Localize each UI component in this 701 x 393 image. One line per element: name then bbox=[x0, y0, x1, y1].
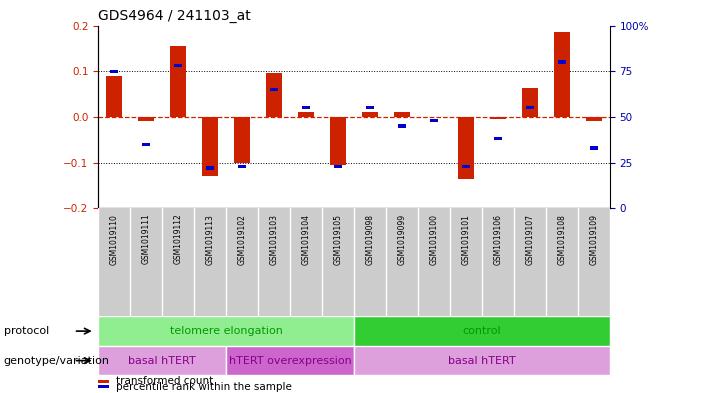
Text: GSM1019106: GSM1019106 bbox=[494, 214, 503, 265]
Bar bbox=[526, 106, 534, 109]
Bar bbox=[490, 117, 506, 119]
Text: GSM1019107: GSM1019107 bbox=[526, 214, 534, 265]
Text: percentile rank within the sample: percentile rank within the sample bbox=[116, 382, 292, 391]
Bar bbox=[226, 346, 354, 375]
Bar bbox=[590, 146, 598, 150]
Bar bbox=[554, 32, 570, 117]
Text: GSM1019103: GSM1019103 bbox=[270, 214, 278, 265]
Bar bbox=[202, 117, 218, 176]
Text: hTERT overexpression: hTERT overexpression bbox=[229, 356, 351, 365]
Text: protocol: protocol bbox=[4, 326, 49, 336]
Bar bbox=[110, 70, 118, 73]
Text: GDS4964 / 241103_at: GDS4964 / 241103_at bbox=[98, 9, 251, 23]
Text: GSM1019102: GSM1019102 bbox=[238, 214, 247, 264]
Bar bbox=[334, 165, 342, 168]
Bar bbox=[362, 112, 378, 117]
Bar bbox=[238, 165, 246, 168]
Bar bbox=[330, 117, 346, 165]
Bar bbox=[206, 167, 214, 170]
Bar bbox=[398, 125, 406, 128]
Bar bbox=[462, 165, 470, 168]
Bar bbox=[174, 64, 182, 67]
Text: GSM1019098: GSM1019098 bbox=[365, 214, 374, 265]
Text: GSM1019099: GSM1019099 bbox=[397, 214, 407, 265]
Text: basal hTERT: basal hTERT bbox=[448, 356, 516, 365]
Text: transformed count: transformed count bbox=[116, 376, 213, 386]
Bar bbox=[270, 88, 278, 91]
Bar bbox=[394, 112, 410, 117]
Text: GSM1019105: GSM1019105 bbox=[334, 214, 343, 265]
Bar bbox=[558, 61, 566, 64]
Text: control: control bbox=[463, 326, 501, 336]
Bar bbox=[458, 117, 474, 178]
Bar bbox=[494, 137, 502, 140]
Bar bbox=[522, 88, 538, 117]
Bar bbox=[302, 106, 310, 109]
Bar bbox=[138, 117, 154, 121]
Bar bbox=[266, 73, 282, 117]
Bar bbox=[430, 119, 438, 122]
Bar bbox=[106, 76, 122, 117]
Bar bbox=[298, 112, 314, 117]
Text: GSM1019113: GSM1019113 bbox=[205, 214, 215, 264]
Text: GSM1019100: GSM1019100 bbox=[430, 214, 438, 265]
Text: GSM1019110: GSM1019110 bbox=[109, 214, 118, 264]
Bar bbox=[354, 316, 610, 346]
Bar bbox=[98, 316, 354, 346]
Bar bbox=[234, 117, 250, 163]
Text: GSM1019109: GSM1019109 bbox=[590, 214, 599, 265]
Text: GSM1019104: GSM1019104 bbox=[301, 214, 311, 265]
Bar bbox=[366, 106, 374, 109]
Bar bbox=[354, 346, 610, 375]
Bar bbox=[142, 143, 150, 146]
Text: telomere elongation: telomere elongation bbox=[170, 326, 283, 336]
Text: basal hTERT: basal hTERT bbox=[128, 356, 196, 365]
Bar bbox=[586, 117, 602, 121]
Text: GSM1019112: GSM1019112 bbox=[174, 214, 182, 264]
Text: GSM1019111: GSM1019111 bbox=[142, 214, 151, 264]
Text: GSM1019108: GSM1019108 bbox=[557, 214, 566, 264]
Bar bbox=[98, 346, 226, 375]
Bar bbox=[170, 46, 186, 117]
Text: GSM1019101: GSM1019101 bbox=[461, 214, 470, 264]
Bar bbox=[98, 380, 109, 383]
Bar bbox=[98, 385, 109, 388]
Text: genotype/variation: genotype/variation bbox=[4, 356, 109, 365]
